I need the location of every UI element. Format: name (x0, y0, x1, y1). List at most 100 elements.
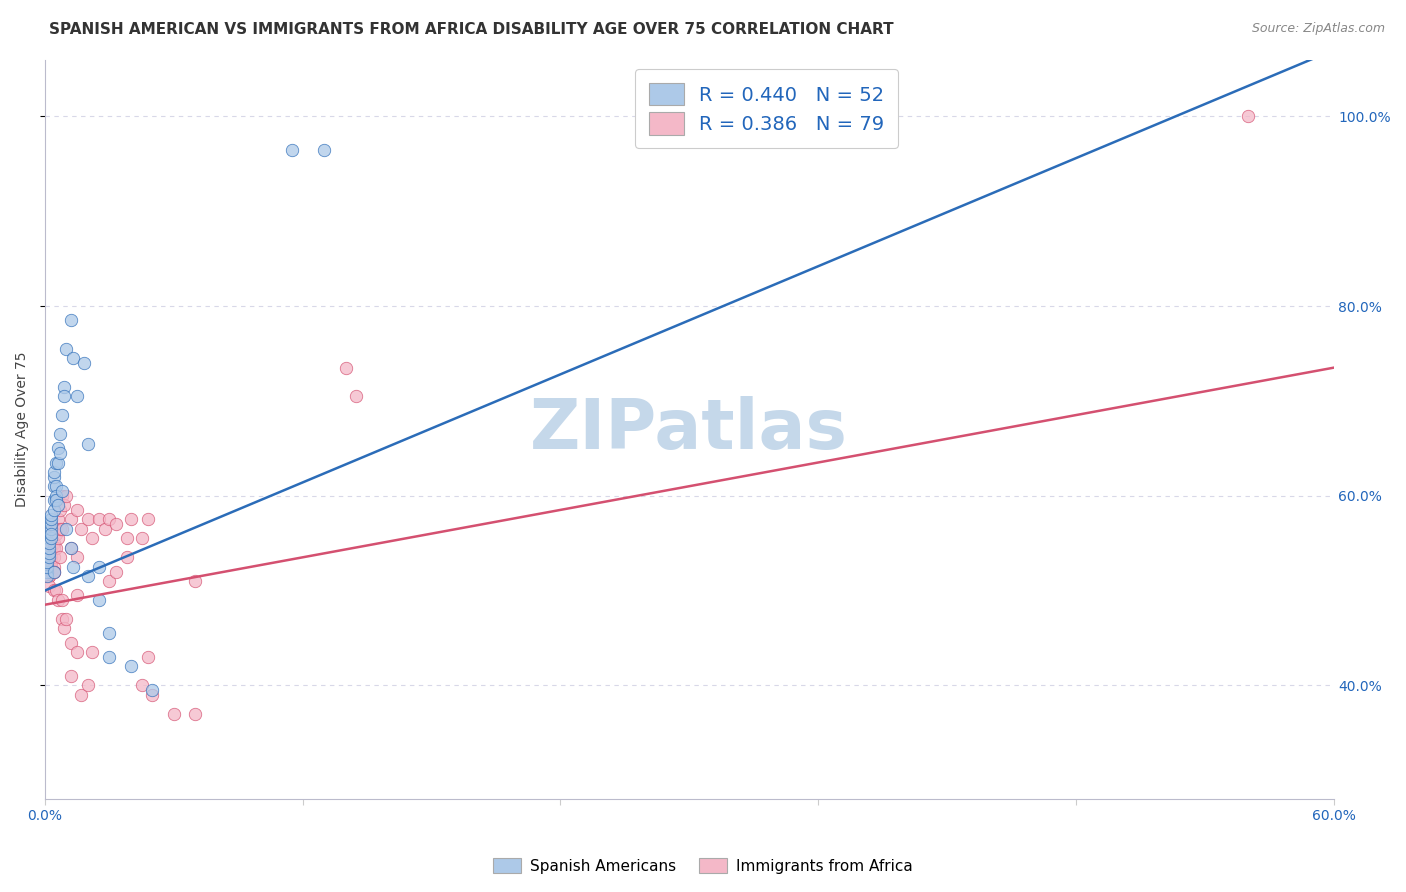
Point (184, 706, 207, 721)
Point (55, 522, 77, 536)
Point (46, 512, 69, 526)
Point (42, 565, 65, 579)
Point (46, 498, 69, 512)
Point (45, 526, 67, 541)
Point (70, 688, 93, 702)
Point (281, 143, 304, 157)
Point (49, 522, 72, 536)
Point (42, 536, 65, 550)
Point (49, 503, 72, 517)
Point (59, 669, 82, 683)
Text: Source: ZipAtlas.com: Source: ZipAtlas.com (1251, 22, 1385, 36)
Point (66, 503, 89, 517)
Point (41, 517, 63, 532)
Point (42, 522, 65, 536)
Point (42, 479, 65, 493)
Legend: R = 0.440   N = 52, R = 0.386   N = 79: R = 0.440 N = 52, R = 0.386 N = 79 (636, 70, 898, 148)
Point (131, 532, 153, 546)
Point (141, 683, 163, 698)
Point (94, 522, 117, 536)
Point (120, 659, 142, 673)
Point (141, 688, 163, 702)
Point (41, 532, 63, 546)
Point (46, 456, 69, 470)
Point (51, 489, 73, 503)
Point (62, 351, 84, 366)
Point (42, 550, 65, 565)
Point (184, 574, 207, 588)
Point (42, 503, 65, 517)
Point (136, 512, 159, 526)
Point (136, 649, 159, 664)
Point (41, 508, 63, 522)
Point (41, 522, 63, 536)
Point (77, 569, 100, 583)
Point (66, 389, 89, 403)
Point (38, 569, 60, 583)
Point (72, 356, 94, 370)
Point (38, 559, 60, 574)
Point (53, 622, 76, 636)
Point (77, 512, 100, 526)
Point (87, 512, 110, 526)
Point (87, 593, 110, 607)
Point (41, 541, 63, 555)
Point (66, 588, 89, 602)
Point (41, 512, 63, 526)
Point (38, 550, 60, 565)
Point (42, 565, 65, 579)
Point (49, 427, 72, 442)
Point (66, 550, 89, 565)
Point (77, 678, 100, 692)
Point (1236, 110, 1258, 124)
Point (41, 555, 63, 569)
Point (41, 565, 63, 579)
Point (41, 526, 63, 541)
Point (53, 379, 76, 393)
Point (45, 479, 67, 493)
Point (115, 532, 138, 546)
Point (38, 555, 60, 569)
Point (51, 612, 73, 626)
Point (38, 545, 60, 559)
Point (77, 436, 100, 450)
Point (38, 545, 60, 559)
Point (46, 532, 69, 546)
Point (45, 541, 67, 555)
Point (163, 706, 186, 721)
Point (53, 389, 76, 403)
Point (41, 550, 63, 565)
Point (131, 678, 153, 692)
Point (38, 536, 60, 550)
Point (98, 574, 121, 588)
Point (115, 550, 138, 565)
Y-axis label: Disability Age Over 75: Disability Age Over 75 (15, 351, 30, 507)
Point (37, 565, 59, 579)
Point (38, 579, 60, 593)
Point (59, 512, 82, 526)
Text: SPANISH AMERICAN VS IMMIGRANTS FROM AFRICA DISABILITY AGE OVER 75 CORRELATION CH: SPANISH AMERICAN VS IMMIGRANTS FROM AFRI… (49, 22, 894, 37)
Point (62, 559, 84, 574)
Point (38, 565, 60, 579)
Point (59, 635, 82, 649)
Point (55, 342, 77, 356)
Point (104, 565, 127, 579)
Point (37, 565, 59, 579)
Point (42, 559, 65, 574)
Point (45, 456, 67, 470)
Point (37, 569, 59, 583)
Point (344, 389, 367, 403)
Point (42, 465, 65, 479)
Point (53, 498, 76, 512)
Point (59, 313, 82, 327)
Point (37, 559, 59, 574)
Point (59, 541, 82, 555)
Point (66, 645, 89, 659)
Point (82, 532, 104, 546)
Point (41, 559, 63, 574)
Point (87, 559, 110, 574)
Point (98, 626, 121, 640)
Point (45, 489, 67, 503)
Point (42, 583, 65, 598)
Point (42, 541, 65, 555)
